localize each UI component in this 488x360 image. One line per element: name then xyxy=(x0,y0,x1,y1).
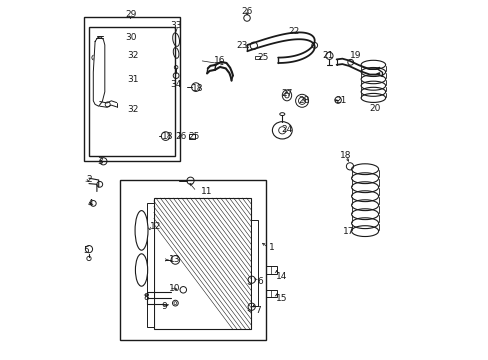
Ellipse shape xyxy=(135,254,147,286)
Text: 26: 26 xyxy=(241,7,252,16)
Text: 6: 6 xyxy=(257,277,263,286)
Text: 22: 22 xyxy=(288,27,299,36)
Text: 15: 15 xyxy=(275,294,287,303)
Text: 16: 16 xyxy=(213,56,224,65)
Ellipse shape xyxy=(135,211,148,250)
Text: 11: 11 xyxy=(201,187,212,196)
Text: 33: 33 xyxy=(170,21,182,30)
Text: 26: 26 xyxy=(175,132,186,140)
Bar xyxy=(189,134,195,139)
Text: 31: 31 xyxy=(127,76,139,85)
Text: 19: 19 xyxy=(349,51,361,60)
Text: 32: 32 xyxy=(127,105,139,114)
Text: 23: 23 xyxy=(236,40,247,49)
Text: 9: 9 xyxy=(161,302,166,311)
Bar xyxy=(84,17,179,161)
Bar xyxy=(120,180,265,340)
Text: 10: 10 xyxy=(168,284,180,293)
Text: 14: 14 xyxy=(275,272,286,281)
Text: 4: 4 xyxy=(88,199,93,208)
Text: 21: 21 xyxy=(335,96,346,105)
Text: 5: 5 xyxy=(83,246,89,255)
Text: 29: 29 xyxy=(125,10,137,19)
Circle shape xyxy=(278,127,285,134)
Text: 1: 1 xyxy=(268,243,274,252)
Text: 20: 20 xyxy=(368,104,380,112)
Text: 12: 12 xyxy=(149,222,161,231)
Text: 7: 7 xyxy=(255,306,261,315)
Bar xyxy=(265,266,276,274)
Text: 34: 34 xyxy=(170,80,182,89)
Text: 18: 18 xyxy=(340,151,351,160)
Text: 30: 30 xyxy=(125,33,137,42)
Circle shape xyxy=(93,58,95,60)
Text: 32: 32 xyxy=(127,51,139,60)
Text: 27: 27 xyxy=(281,89,292,98)
Text: 3: 3 xyxy=(98,157,103,166)
Polygon shape xyxy=(93,37,104,106)
Bar xyxy=(147,203,153,327)
Text: 2: 2 xyxy=(86,175,92,184)
Text: 8: 8 xyxy=(142,292,148,302)
Text: 25: 25 xyxy=(188,132,200,140)
Bar xyxy=(250,220,258,306)
Text: 18: 18 xyxy=(162,132,173,141)
Bar xyxy=(89,27,175,156)
Text: 28: 28 xyxy=(298,96,309,105)
Bar xyxy=(265,290,276,297)
Text: 18: 18 xyxy=(192,84,203,93)
Text: 13: 13 xyxy=(168,255,180,264)
Bar xyxy=(255,56,260,59)
Text: 25: 25 xyxy=(257,53,268,62)
Text: 21: 21 xyxy=(322,51,333,60)
Text: 24: 24 xyxy=(281,125,292,134)
Bar xyxy=(153,198,250,329)
Text: 17: 17 xyxy=(343,227,354,236)
